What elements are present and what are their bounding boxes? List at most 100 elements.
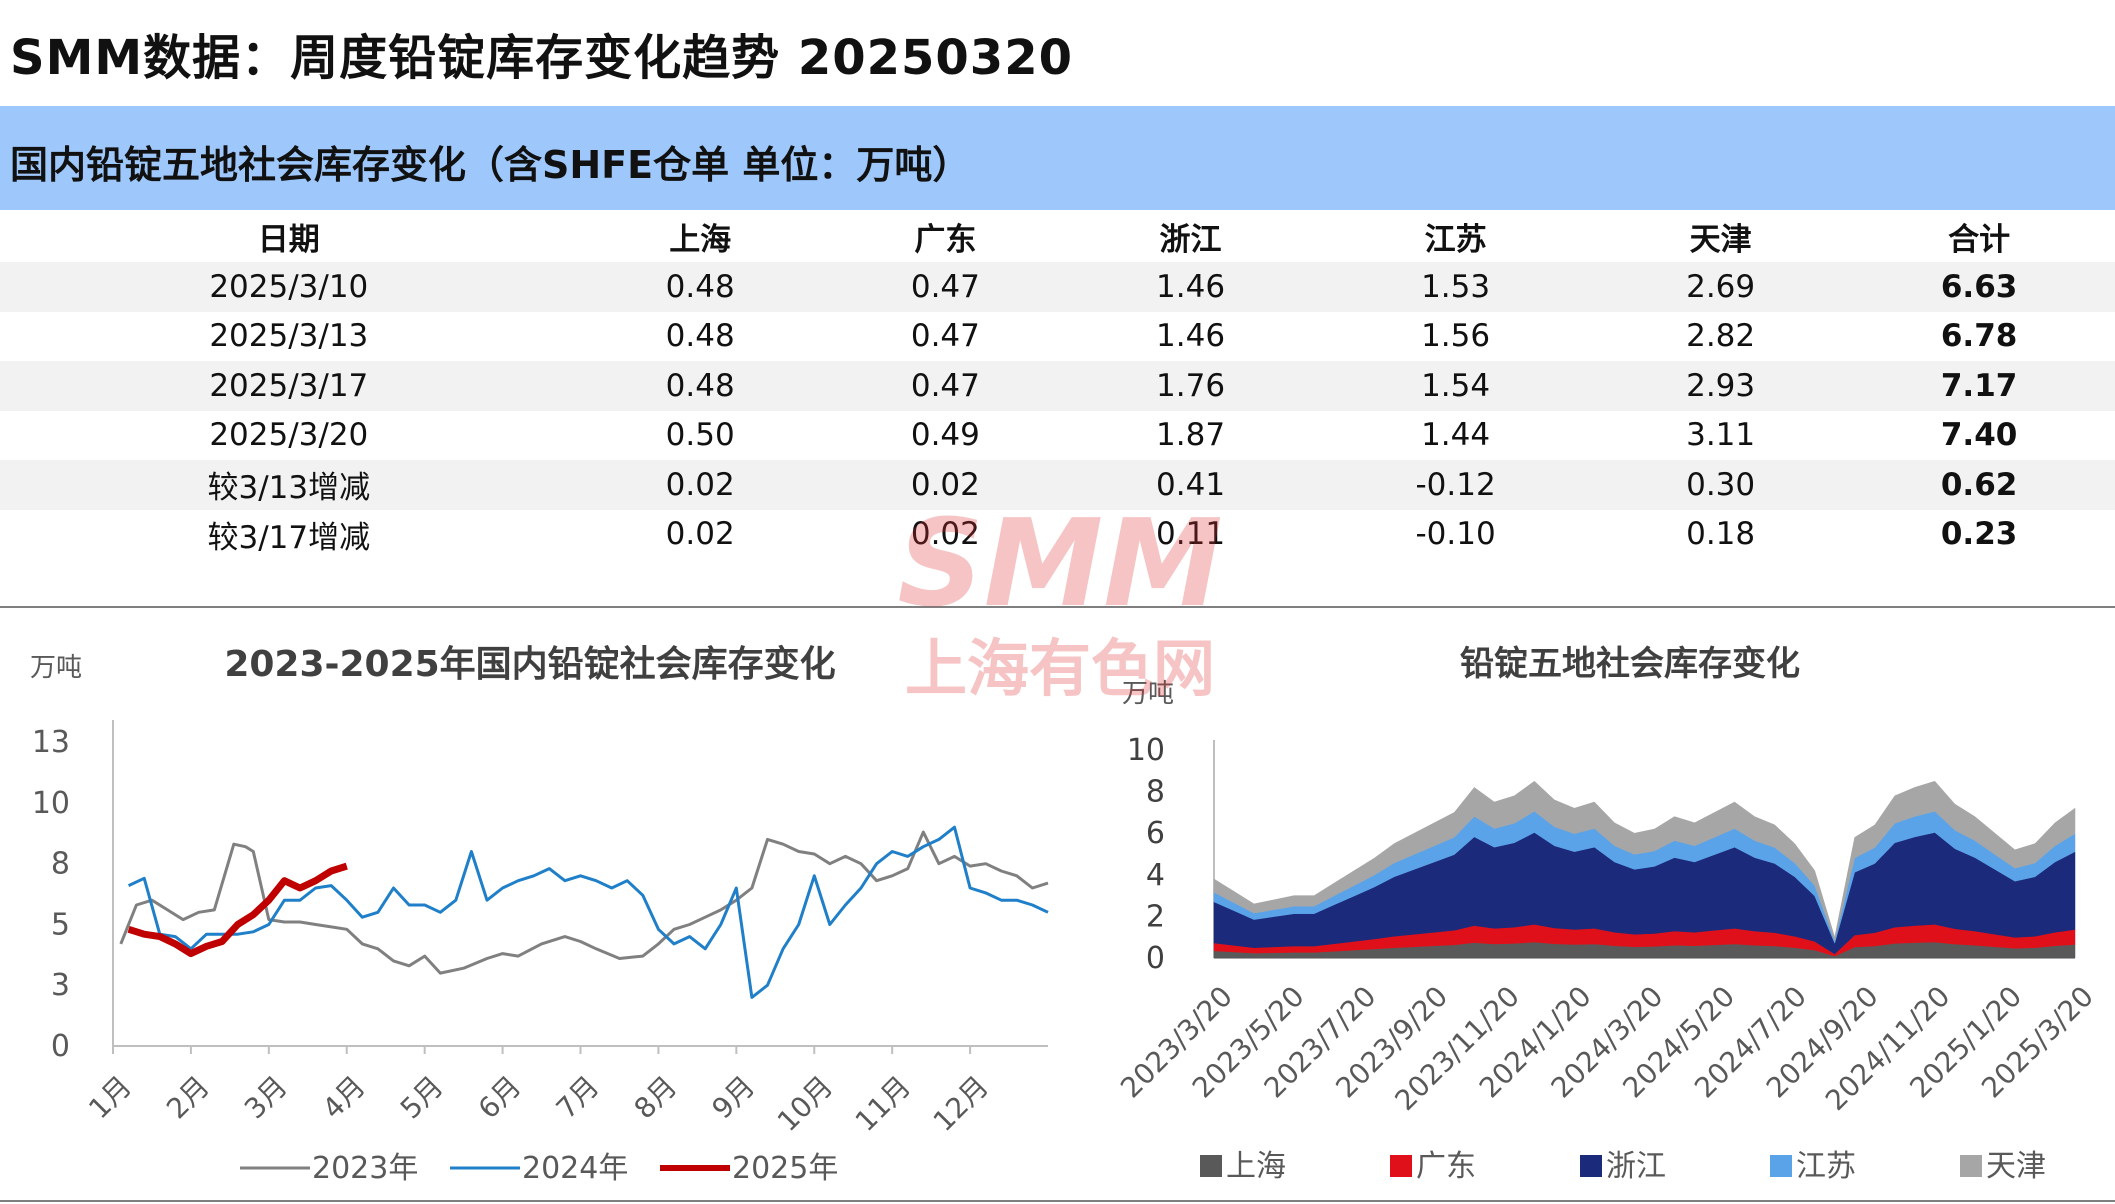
- cell: 较3/17增减: [207, 519, 371, 556]
- cell: 0.30: [1598, 460, 1844, 510]
- legend-swatch: [1770, 1155, 1792, 1177]
- watermark-text: 上海有色网: [905, 632, 1215, 705]
- cell: 0.02: [910, 516, 980, 553]
- y-tick-label: 10: [32, 786, 70, 821]
- legend-swatch: [1960, 1155, 1982, 1177]
- cell: 2.69: [1598, 262, 1844, 312]
- cell: 1.53: [1313, 262, 1599, 312]
- area-series-5: [1213, 780, 2076, 942]
- y-tick-label: 10: [1127, 733, 1165, 768]
- total-cell: 6.63: [1843, 262, 2115, 312]
- x-tick-label: 9月: [706, 1070, 762, 1126]
- cell: 2025/3/20: [209, 417, 369, 454]
- cell: 1.46: [1067, 262, 1314, 312]
- smm-watermark: SMM 上海有色网: [897, 500, 1222, 705]
- legend-label: 2024年: [522, 1151, 628, 1186]
- y-tick-label: 5: [51, 907, 70, 942]
- legend-label: 广东: [1416, 1149, 1476, 1184]
- total-cell: 7.17: [1843, 361, 2115, 411]
- inventory-table: 日期 上海 广东 浙江 江苏 天津 合计 2025/3/10 0.48 0.47…: [0, 210, 2115, 559]
- y-tick-label: 8: [1146, 775, 1165, 810]
- cell: -0.12: [1313, 460, 1599, 510]
- y-tick-label: 6: [1146, 816, 1165, 851]
- cell: 0.02: [577, 460, 823, 510]
- cell: 0.41: [1067, 460, 1314, 510]
- x-tick-label: 5月: [394, 1070, 450, 1126]
- table-title: 国内铅锭五地社会库存变化（含SHFE仓单 单位：万吨）: [10, 143, 971, 187]
- y-tick-label: 13: [32, 725, 70, 760]
- series-line-1: [119, 830, 1049, 975]
- cell: 2.82: [1686, 318, 1756, 355]
- cell: 0.48: [665, 318, 735, 355]
- table-row: 2025/3/20 0.50 0.49 1.87 1.44 3.11 7.40: [0, 411, 2115, 461]
- series-line-3: [127, 862, 348, 958]
- cell: 1.76: [1067, 361, 1314, 411]
- header-tianjin: 天津: [1689, 221, 1752, 258]
- chart-title: 2023-2025年国内铅锭社会库存变化: [224, 643, 835, 685]
- y-axis-unit: 万吨: [30, 653, 82, 683]
- y-tick-label: 3: [51, 968, 70, 1003]
- cell: 0.49: [910, 417, 980, 454]
- total-cell: 6.78: [1940, 318, 2018, 355]
- cell: 0.47: [822, 262, 1068, 312]
- x-tick-label: 2月: [160, 1070, 216, 1126]
- cell: 3.11: [1686, 417, 1756, 454]
- table-row: 较3/13增减 0.02 0.02 0.41 -0.12 0.30 0.62: [0, 460, 2115, 510]
- series-line-2: [127, 825, 1049, 999]
- page-title: SMM数据：周度铅锭库存变化趋势 20250320: [10, 30, 1074, 86]
- cell: 1.56: [1421, 318, 1491, 355]
- y-tick-label: 0: [51, 1029, 70, 1064]
- cell: 0.50: [665, 417, 735, 454]
- header-guangdong: 广东: [914, 221, 977, 258]
- total-cell: 0.23: [1940, 516, 2018, 553]
- cell: 0.48: [577, 262, 823, 312]
- cell: 较3/13增减: [0, 460, 578, 510]
- table-header-row: 日期 上海 广东 浙江 江苏 天津 合计: [0, 210, 2115, 262]
- legend-label: 上海: [1226, 1149, 1286, 1184]
- cell: 0.48: [577, 361, 823, 411]
- x-tick-label: 7月: [550, 1070, 606, 1126]
- table-row: 2025/3/10 0.48 0.47 1.46 1.53 2.69 6.63: [0, 262, 2115, 312]
- x-tick-label: 3月: [238, 1070, 294, 1126]
- header-jiangsu: 江苏: [1424, 221, 1487, 258]
- table-banner: 国内铅锭五地社会库存变化（含SHFE仓单 单位：万吨）: [0, 106, 2115, 210]
- table-row: 2025/3/17 0.48 0.47 1.76 1.54 2.93 7.17: [0, 361, 2115, 411]
- x-tick-label: 11月: [849, 1070, 917, 1138]
- cell: 2025/3/17: [0, 361, 578, 411]
- x-tick-label: 12月: [927, 1070, 995, 1138]
- cell: 2025/3/10: [0, 262, 578, 312]
- x-tick-label: 4月: [316, 1070, 372, 1126]
- divider-bottom: [0, 1200, 2115, 1202]
- legend-swatch: [1390, 1155, 1412, 1177]
- cell: 0.47: [822, 361, 1068, 411]
- y-axis-unit: 万吨: [1122, 679, 1174, 709]
- header-zhejiang: 浙江: [1159, 221, 1222, 258]
- cell: -0.10: [1415, 516, 1496, 553]
- legend-label: 2025年: [732, 1151, 838, 1186]
- divider-top: [0, 606, 2115, 608]
- y-tick-label: 8: [51, 847, 70, 882]
- line-chart: 万吨 2023-2025年国内铅锭社会库存变化 13 10 8 5 3 0 1月 2月 3月 4月 5月…: [30, 643, 1049, 1186]
- y-tick-label: 0: [1146, 941, 1165, 976]
- table-row: 较3/17增减 0.02 0.02 0.11 -0.10 0.18 0.23: [0, 510, 2115, 560]
- legend-swatch: [1580, 1155, 1602, 1177]
- header-shanghai: 上海: [669, 221, 732, 258]
- table-row: 2025/3/13 0.48 0.47 1.46 1.56 2.82 6.78: [0, 312, 2115, 362]
- watermark-logo: SMM: [897, 500, 1222, 634]
- cell: 2.93: [1598, 361, 1844, 411]
- cell: 0.47: [910, 318, 980, 355]
- x-tick-label: 8月: [628, 1070, 684, 1126]
- legend-label: 浙江: [1606, 1149, 1666, 1184]
- chart-title: 铅锭五地社会库存变化: [1460, 644, 1800, 684]
- x-tick-label: 10月: [771, 1070, 839, 1138]
- x-tick-label: 1月: [82, 1070, 138, 1126]
- total-cell: 7.40: [1940, 417, 2018, 454]
- legend-label: 2023年: [312, 1151, 418, 1186]
- cell: 1.87: [1156, 417, 1226, 454]
- header-date: 日期: [257, 221, 320, 258]
- legend-label: 天津: [1986, 1149, 2046, 1184]
- cell: 2025/3/13: [209, 318, 369, 355]
- header-total: 合计: [1948, 221, 2011, 258]
- cell: 0.18: [1686, 516, 1756, 553]
- legend-label: 江苏: [1796, 1149, 1856, 1184]
